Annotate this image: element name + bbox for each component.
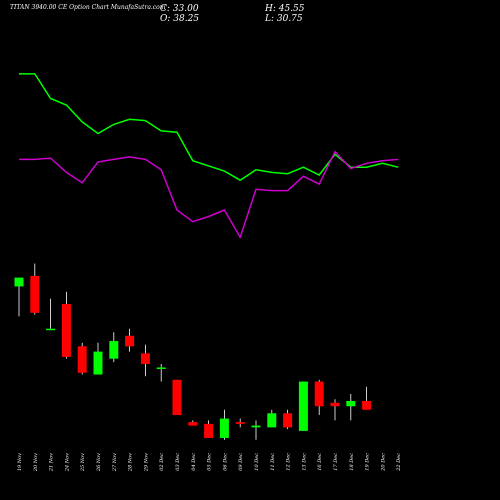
- x-tick-label: 19 Dec: [365, 453, 371, 471]
- x-tick-label: 16 Dec: [317, 453, 323, 471]
- x-tick-label: 02 Dec: [159, 453, 165, 471]
- candle-body: [283, 413, 293, 428]
- overlay-line-2: [19, 150, 399, 240]
- x-tick-label: 19 Nov: [17, 453, 23, 471]
- candle-body: [93, 351, 103, 375]
- candle-body: [219, 418, 229, 438]
- candle-body: [109, 341, 119, 359]
- chart-title: TITAN 3940.00 CE Option Chart MunafaSutr…: [10, 4, 166, 11]
- x-tick-label: 12 Dec: [286, 453, 292, 471]
- candle-body: [204, 423, 214, 438]
- candle-body: [172, 379, 182, 416]
- candle-body: [14, 277, 24, 287]
- close-value: C: 33.00: [160, 4, 199, 14]
- x-tick-label: 20 Dec: [380, 453, 386, 472]
- candle-body: [30, 275, 40, 313]
- candle-body: [251, 425, 261, 428]
- x-tick-label: 27 Nov: [112, 453, 118, 472]
- candle-body: [362, 400, 372, 410]
- x-tick-label: 04 Dec: [191, 453, 197, 471]
- candle-body: [235, 422, 245, 424]
- candle-body: [125, 335, 135, 347]
- x-tick-label: 17 Dec: [333, 453, 339, 471]
- x-tick-label: 06 Dec: [222, 453, 228, 471]
- x-tick-label: 11 Dec: [270, 453, 276, 471]
- x-tick-label: 25 Nov: [80, 453, 86, 472]
- x-tick-label: 09 Dec: [238, 453, 244, 471]
- candle-body: [140, 353, 150, 364]
- high-value: H: 45.55: [265, 4, 305, 14]
- overlay-line-1: [19, 73, 399, 182]
- low-value: L: 30.75: [265, 14, 303, 24]
- candle-body: [330, 402, 340, 407]
- candle-body: [188, 422, 198, 426]
- candle-body: [77, 346, 87, 373]
- x-tick-label: 10 Dec: [254, 453, 260, 471]
- x-tick-label: 22 Dec: [396, 453, 402, 472]
- x-tick-label: 13 Dec: [301, 453, 307, 471]
- x-tick-label: 21 Nov: [49, 453, 55, 472]
- candle-body: [267, 413, 277, 428]
- x-tick-label: 18 Dec: [349, 453, 355, 471]
- x-tick-label: 26 Nov: [96, 453, 102, 472]
- candle-body: [298, 381, 308, 431]
- candle-body: [61, 304, 71, 357]
- candle-body: [314, 381, 324, 407]
- x-tick-label: 20 Nov: [33, 453, 39, 472]
- x-tick-label: 28 Nov: [128, 453, 134, 472]
- candle-body: [346, 400, 356, 407]
- candle-body: [156, 367, 166, 369]
- x-tick-label: 24 Nov: [64, 453, 70, 472]
- x-tick-label: 03 Dec: [175, 453, 181, 471]
- x-tick-label: 05 Dec: [207, 453, 213, 471]
- candle-body: [46, 328, 56, 331]
- open-value: O: 38.25: [160, 14, 200, 24]
- x-tick-label: 29 Nov: [143, 453, 149, 472]
